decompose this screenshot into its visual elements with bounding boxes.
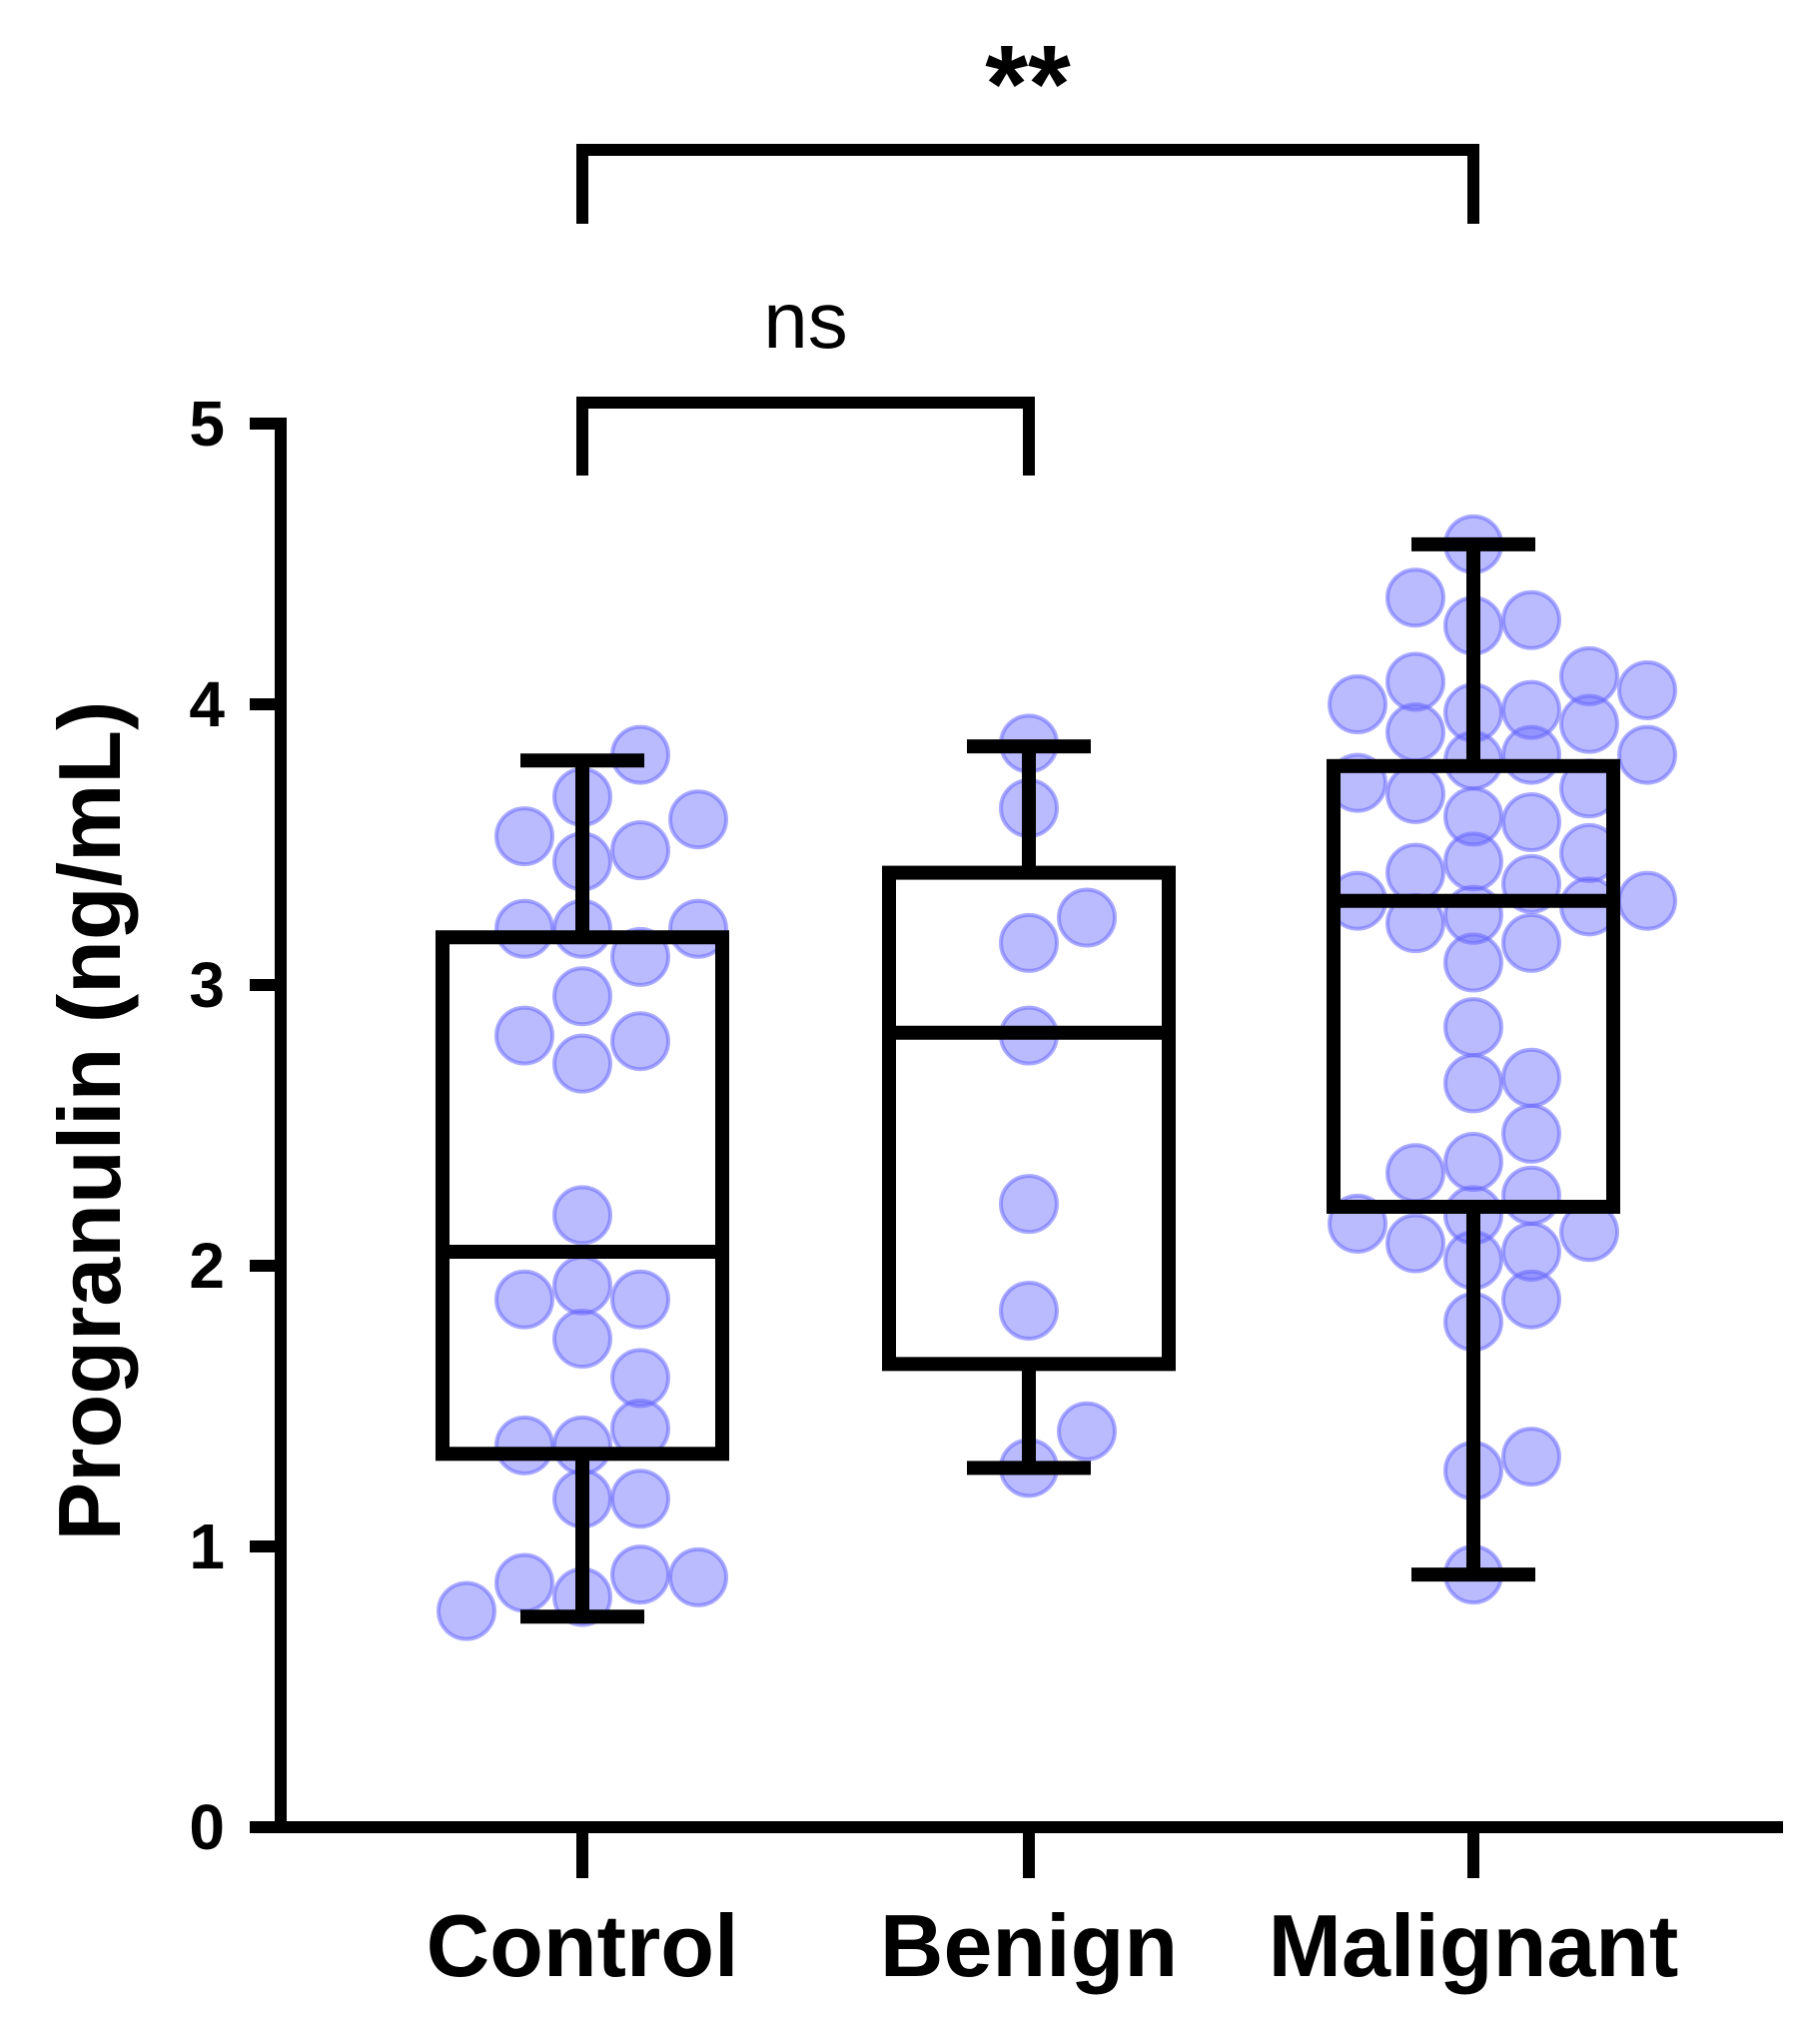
data-point [1443,786,1503,847]
y-ticks: 0 1 2 3 4 5 [189,388,281,1863]
data-point [1501,1269,1561,1330]
data-point [1443,1053,1503,1114]
data-point [1328,674,1387,734]
data-point [1443,997,1503,1058]
data-point [610,1011,670,1072]
iqr-box [882,865,1176,1372]
iqr-box [436,930,729,1462]
data-point [1385,763,1445,824]
data-point [494,1269,554,1330]
data-point [552,1033,612,1094]
x-category-label: Malignant [1269,1896,1679,1995]
data-point [610,1348,670,1409]
y-tick-label: 2 [189,1230,225,1302]
data-point [1057,1401,1117,1462]
x-category-label: Control [427,1896,739,1995]
data-point [1501,792,1561,853]
data-point [1501,1103,1561,1164]
data-point [1501,679,1561,740]
data-point [1617,724,1677,785]
box-plots [436,536,1620,1624]
significance-label: ns [763,276,848,365]
data-point [1443,1132,1503,1193]
data-point [552,1185,612,1246]
data-point [610,1469,670,1529]
y-axis-title: Progranulin (ng/mL) [40,701,139,1541]
data-point [494,898,554,959]
data-point [1385,842,1445,903]
data-point [1443,932,1503,993]
data-point [1443,831,1503,892]
data-point [494,1415,554,1476]
data-point [1559,693,1619,754]
data-point [668,789,728,850]
data-point [1057,887,1117,948]
data-point [999,1174,1059,1235]
data-point [1501,1427,1561,1488]
data-point [610,820,670,881]
data-point [1501,589,1561,650]
significance-brackets: ns ** [576,23,1479,476]
iqr-box [1327,758,1620,1214]
data-point [494,806,554,867]
data-point [552,1255,612,1316]
x-ticks: Control Benign Malignant [427,1827,1679,1995]
data-point [1385,651,1445,712]
data-point [552,1309,612,1370]
significance-label: ** [985,23,1071,146]
x-category-label: Benign [880,1896,1178,1995]
data-point [999,1280,1059,1341]
data-point [1385,1143,1445,1204]
data-point [1385,1213,1445,1274]
data-point [1385,702,1445,763]
data-point [1501,1221,1561,1282]
data-point [1501,1047,1561,1108]
data-point [1385,567,1445,628]
data-point [1501,912,1561,973]
y-tick-label: 5 [189,388,225,460]
comparison-bracket [576,397,1035,476]
data-point [1501,1165,1561,1226]
y-tick-label: 0 [189,1791,225,1863]
data-point [494,1005,554,1066]
data-point [610,1544,670,1605]
data-point [1617,659,1677,720]
comparison-bracket [576,144,1479,224]
data-point [494,1552,554,1613]
data-point [610,1269,670,1330]
y-tick-label: 3 [189,949,225,1021]
data-point [1617,870,1677,931]
data-point [1559,645,1619,706]
data-point [552,966,612,1027]
data-point [999,912,1059,973]
data-point [668,1546,728,1607]
y-tick-label: 1 [189,1511,225,1582]
y-tick-label: 4 [189,668,225,740]
data-point [437,1580,496,1641]
